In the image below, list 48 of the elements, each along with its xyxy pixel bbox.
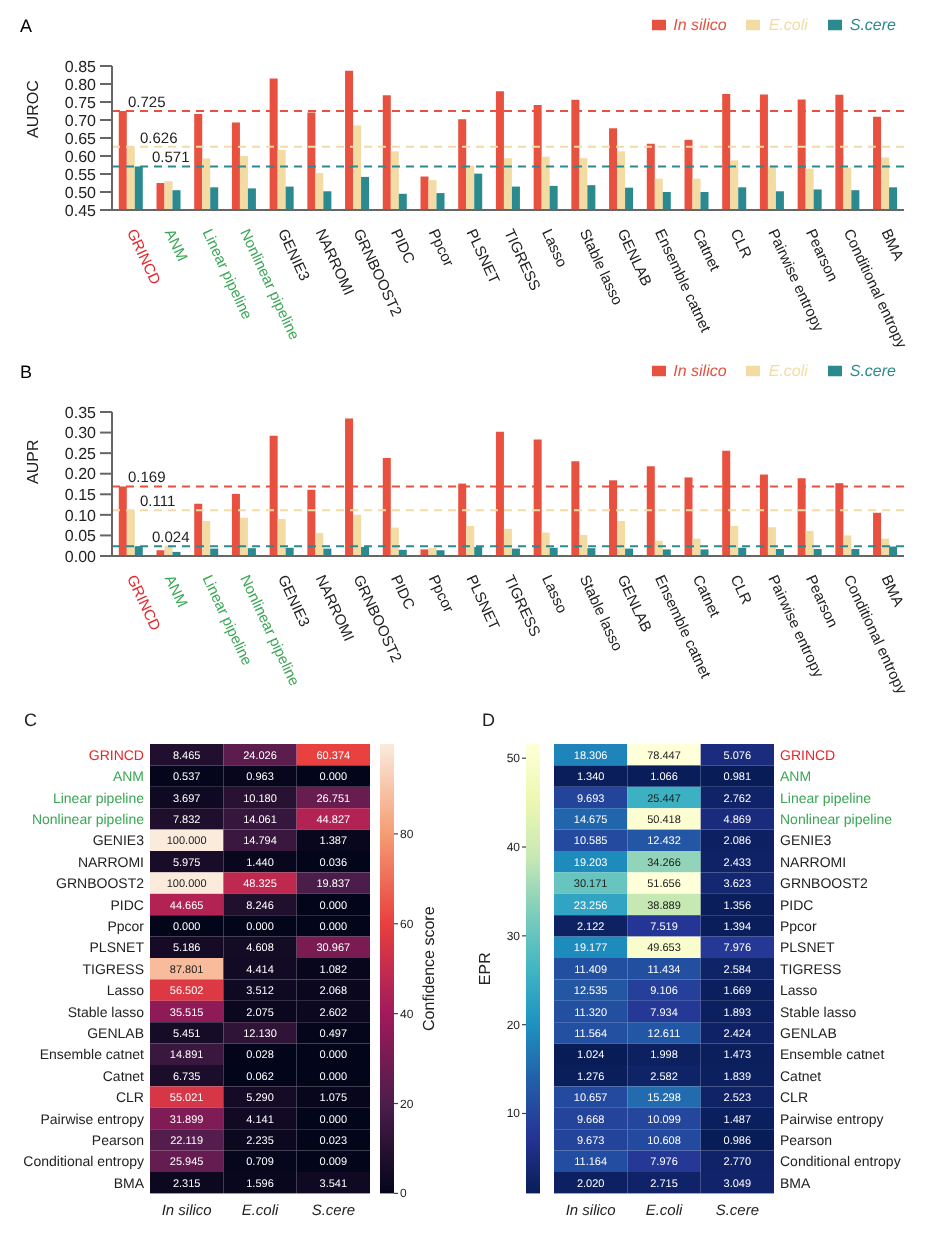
y-tick-label: 0.15 — [64, 485, 98, 504]
y-tick-label: 0.75 — [64, 93, 98, 112]
bar — [353, 514, 362, 556]
y-tick-label: 0.80 — [64, 75, 98, 94]
bar — [579, 535, 588, 556]
bar — [202, 521, 211, 556]
bar — [730, 525, 739, 556]
bar — [231, 493, 240, 556]
y-tick-label: 0.30 — [64, 424, 98, 443]
y-tick-label: 0.05 — [64, 527, 98, 546]
y-tick-label: 0.65 — [64, 129, 98, 148]
bar — [277, 518, 286, 556]
y-axis-title: AUPR — [23, 439, 42, 484]
bar — [692, 538, 701, 556]
legend-label: E.coli — [768, 16, 808, 34]
y-tick-label: 0.50 — [64, 183, 98, 202]
y-tick-label: 0.85 — [64, 57, 98, 76]
bar — [315, 532, 324, 556]
chart-title: A — [20, 16, 33, 36]
chart-title: D — [482, 710, 496, 730]
legend-label: E.coli — [768, 362, 808, 380]
y-tick-label: 0.70 — [64, 111, 98, 130]
y-tick-label: 0.20 — [64, 465, 98, 484]
bar — [767, 527, 776, 556]
bar — [239, 517, 248, 556]
y-tick-label: 0.10 — [64, 506, 98, 525]
y-tick-label: 0.35 — [64, 403, 98, 422]
bar — [194, 503, 203, 556]
chart-title: B — [20, 362, 33, 382]
color-bar-title: EPR — [476, 951, 494, 986]
y-tick-label: 0.25 — [64, 444, 98, 463]
y-tick-label: 0.45 — [64, 201, 98, 220]
y-tick-label: 0.60 — [64, 147, 98, 166]
bar — [420, 549, 429, 556]
bar — [617, 521, 626, 556]
y-tick-label: 0.55 — [64, 165, 98, 184]
legend-label: In silico — [673, 362, 727, 380]
legend-label: S.cere — [849, 362, 896, 380]
bar — [466, 525, 475, 556]
y-axis-title: AUROC — [23, 79, 42, 138]
legend-label: S.cere — [849, 16, 896, 34]
y-tick-label: 0.00 — [64, 547, 98, 566]
chart-title: C — [24, 710, 38, 730]
legend-label: In silico — [673, 16, 727, 34]
bar — [873, 512, 882, 556]
bar — [843, 535, 852, 556]
color-bar-title: Confidence score — [420, 905, 438, 1031]
bar — [805, 530, 814, 556]
